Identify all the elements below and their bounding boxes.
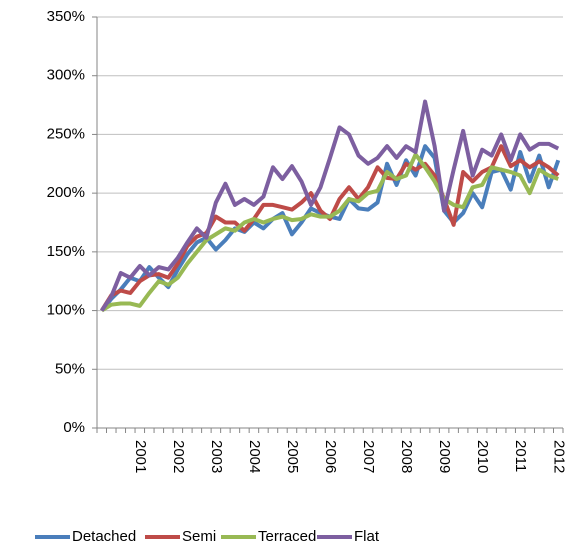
legend-label: Flat bbox=[354, 528, 380, 545]
x-tick-label: 2012 bbox=[550, 440, 567, 473]
x-tick-label: 2002 bbox=[170, 440, 187, 473]
x-tick-label: 2006 bbox=[322, 440, 339, 473]
legend-label: Detached bbox=[72, 528, 136, 545]
x-tick-label: 2001 bbox=[132, 440, 149, 473]
x-tick-label: 2008 bbox=[398, 440, 415, 473]
legend-label: Terraced bbox=[258, 528, 316, 545]
x-tick-label: 2009 bbox=[436, 440, 453, 473]
series-line bbox=[100, 152, 559, 313]
x-tick-label: 2004 bbox=[246, 440, 263, 473]
legend-label: Semi bbox=[182, 528, 216, 545]
y-tick-label: 150% bbox=[47, 243, 85, 260]
series-line bbox=[100, 99, 560, 312]
y-tick-label: 250% bbox=[47, 125, 85, 142]
x-tick-label: 2010 bbox=[474, 440, 491, 473]
x-tick-label: 2007 bbox=[360, 440, 377, 473]
x-tick-label: 2011 bbox=[512, 440, 529, 472]
x-tick-label: 2003 bbox=[208, 440, 225, 473]
y-tick-label: 200% bbox=[47, 184, 85, 201]
y-tick-label: 100% bbox=[47, 302, 85, 319]
y-tick-label: 0% bbox=[63, 419, 85, 436]
series-line bbox=[100, 144, 560, 312]
x-tick-label: 2005 bbox=[284, 440, 301, 473]
y-tick-label: 300% bbox=[47, 67, 85, 84]
y-tick-label: 350% bbox=[47, 8, 85, 25]
y-tick-label: 50% bbox=[55, 360, 85, 377]
